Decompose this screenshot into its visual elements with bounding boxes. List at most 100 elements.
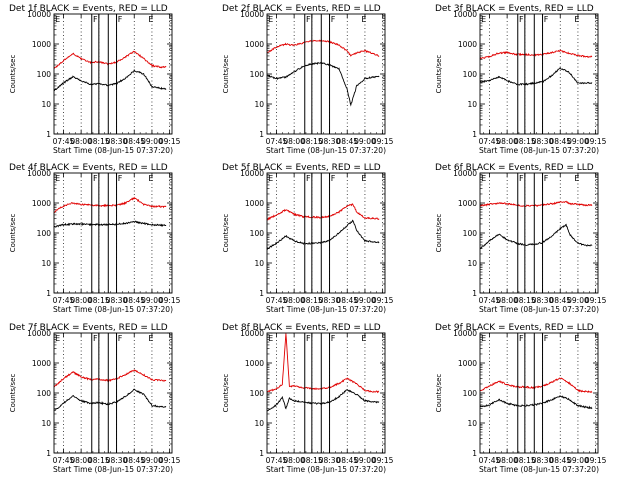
x-tick-label: 07:45 xyxy=(266,456,288,465)
y-tick-label: 10 xyxy=(254,100,264,109)
plot-frame xyxy=(266,13,386,135)
y-tick-label: 1000 xyxy=(245,40,264,49)
panel-det-6: Det 6f BLACK = Events, RED = LLD Counts/s… xyxy=(435,163,607,314)
interval-marker-label: F xyxy=(519,334,524,343)
x-tick-label: 08:00 xyxy=(496,456,518,465)
x-axis-label: Start Time (08-Jun-15 07:37:20) xyxy=(53,305,173,314)
interval-marker-label: E xyxy=(481,15,486,24)
y-tick-label: 1000 xyxy=(32,40,51,49)
y-tick-label: 10 xyxy=(41,100,51,109)
y-tick-label: 1000 xyxy=(32,199,51,208)
panel-title: Det 6f BLACK = Events, RED = LLD xyxy=(435,163,594,173)
y-tick-label: 100 xyxy=(250,389,265,398)
interval-marker-label: F xyxy=(118,174,123,183)
x-tick-label: 08:45 xyxy=(549,137,571,146)
panel-title: Det 5f BLACK = Events, RED = LLD xyxy=(222,163,381,173)
interval-marker-label: F xyxy=(306,15,311,24)
series-events-line xyxy=(479,67,593,86)
panel-det-7: Det 7f BLACK = Events, RED = LLD Counts/s… xyxy=(9,323,181,474)
y-tick-label: 100 xyxy=(37,70,52,79)
interval-marker-label: E xyxy=(55,174,60,183)
x-tick-label: 08:15 xyxy=(301,137,323,146)
panel-det-4: Det 4f BLACK = Events, RED = LLD Counts/s… xyxy=(9,163,181,314)
y-tick-label: 10000 xyxy=(453,329,477,338)
interval-marker-label: F xyxy=(331,15,336,24)
x-tick-label: 07:45 xyxy=(266,296,288,305)
x-tick-label: 09:15 xyxy=(372,137,394,146)
x-tick-label: 07:45 xyxy=(53,137,75,146)
y-tick-label: 10000 xyxy=(27,169,51,178)
interval-marker-label: F xyxy=(118,334,123,343)
interval-marker-label: F xyxy=(331,334,336,343)
x-tick-label: 09:00 xyxy=(141,456,163,465)
interval-marker-label: F xyxy=(519,15,524,24)
y-tick-label: 10 xyxy=(467,100,477,109)
x-tick-label: 09:00 xyxy=(354,296,376,305)
y-axis-label: Counts/sec xyxy=(9,214,17,253)
y-tick-label: 10000 xyxy=(240,169,264,178)
x-tick-label: 09:00 xyxy=(141,296,163,305)
y-tick-label: 10 xyxy=(254,259,264,268)
x-tick-label: 07:45 xyxy=(53,456,75,465)
x-axis-label: Start Time (08-Jun-15 07:37:20) xyxy=(266,305,386,314)
x-axis-label: Start Time (08-Jun-15 07:37:20) xyxy=(266,465,386,474)
x-tick-label: 08:45 xyxy=(123,137,145,146)
series-lld-line xyxy=(266,333,380,394)
x-tick-label: 08:30 xyxy=(319,296,341,305)
x-tick-label: 08:30 xyxy=(106,137,128,146)
interval-marker-label: E xyxy=(268,174,273,183)
y-tick-label: 10 xyxy=(41,259,51,268)
y-axis-label: Counts/sec xyxy=(222,55,230,94)
interval-marker-label: E xyxy=(55,15,60,24)
x-tick-label: 08:00 xyxy=(283,137,305,146)
interval-marker-label: E xyxy=(268,15,273,24)
x-tick-label: 08:15 xyxy=(514,137,536,146)
series-lld-line xyxy=(479,49,593,60)
panel-title: Det 1f BLACK = Events, RED = LLD xyxy=(9,4,168,14)
x-tick-label: 08:30 xyxy=(106,456,128,465)
plot-frame xyxy=(266,172,386,294)
panel-title: Det 7f BLACK = Events, RED = LLD xyxy=(9,323,168,333)
panel-title: Det 8f BLACK = Events, RED = LLD xyxy=(222,323,381,333)
series-lld-line xyxy=(479,200,593,207)
series-events-line xyxy=(53,388,167,411)
plot-frame xyxy=(479,172,599,294)
panel-det-2: Det 2f BLACK = Events, RED = LLD Counts/s… xyxy=(222,4,394,155)
x-tick-label: 08:30 xyxy=(319,456,341,465)
x-tick-label: 09:15 xyxy=(372,456,394,465)
x-axis-label: Start Time (08-Jun-15 07:37:20) xyxy=(266,146,386,155)
y-tick-label: 100 xyxy=(37,389,52,398)
series-events-line xyxy=(266,389,380,412)
interval-marker-label: F xyxy=(519,174,524,183)
y-tick-label: 1 xyxy=(472,289,477,298)
plot-frame xyxy=(53,13,173,135)
plot-frame xyxy=(479,332,599,454)
interval-marker-label: F xyxy=(93,334,98,343)
x-tick-label: 08:45 xyxy=(336,296,358,305)
y-tick-label: 10 xyxy=(254,419,264,428)
y-axis-label: Counts/sec xyxy=(435,374,443,413)
panel-det-3: Det 3f BLACK = Events, RED = LLD Counts/s… xyxy=(435,4,607,155)
x-tick-label: 07:45 xyxy=(479,456,501,465)
y-tick-label: 1000 xyxy=(458,199,477,208)
x-tick-label: 09:00 xyxy=(354,137,376,146)
y-axis-label: Counts/sec xyxy=(9,374,17,413)
y-tick-label: 100 xyxy=(463,389,478,398)
y-tick-label: 10000 xyxy=(240,329,264,338)
x-tick-label: 07:45 xyxy=(53,296,75,305)
series-lld-line xyxy=(266,203,380,221)
x-tick-label: 08:45 xyxy=(123,296,145,305)
x-tick-label: 08:15 xyxy=(88,296,110,305)
interval-marker-label: E xyxy=(148,334,153,343)
y-axis-label: Counts/sec xyxy=(435,214,443,253)
y-tick-label: 10 xyxy=(467,259,477,268)
panel-det-8: Det 8f BLACK = Events, RED = LLD Counts/s… xyxy=(222,323,394,474)
plot-frame xyxy=(53,172,173,294)
y-tick-label: 100 xyxy=(37,229,52,238)
y-tick-label: 1 xyxy=(259,289,264,298)
panel-det-5: Det 5f BLACK = Events, RED = LLD Counts/s… xyxy=(222,163,394,314)
x-tick-label: 08:30 xyxy=(106,296,128,305)
interval-marker-label: E xyxy=(361,174,366,183)
interval-marker-label: E xyxy=(55,334,60,343)
interval-marker-label: F xyxy=(544,174,549,183)
